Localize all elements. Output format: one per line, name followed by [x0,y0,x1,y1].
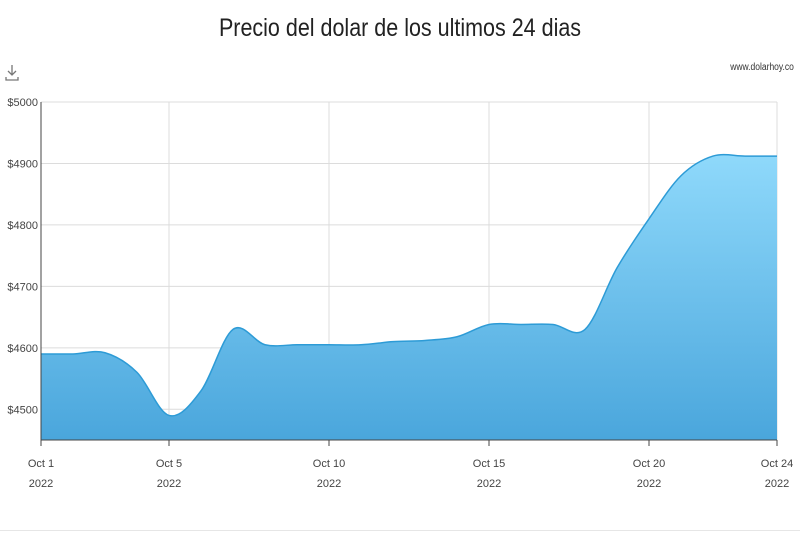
y-tick-label: $4600 [7,343,38,355]
y-tick-label: $4700 [7,281,38,293]
x-tick-label: Oct 1 [28,458,54,470]
x-tick-year: 2022 [317,478,341,490]
data-point [135,370,139,374]
y-tick-label: $5000 [7,97,38,109]
x-tick-label: Oct 15 [473,458,505,470]
x-tick-year: 2022 [157,478,181,490]
data-point [679,174,683,178]
x-tick-year: 2022 [477,478,501,490]
data-point [519,322,523,326]
data-point [295,343,299,347]
x-tick-year: 2022 [765,478,789,490]
x-tick-label: Oct 5 [156,458,182,470]
y-tick-label: $4500 [7,404,38,416]
data-point [423,338,427,342]
data-point [199,389,203,393]
x-tick-year: 2022 [637,478,661,490]
x-tick-label: Oct 20 [633,458,665,470]
x-tick-label: Oct 24 [761,458,793,470]
x-tick-label: Oct 10 [313,458,345,470]
data-point [583,327,587,331]
data-point [103,351,107,355]
data-point [167,413,171,417]
series-line [40,153,777,417]
data-point [487,322,491,326]
y-tick-label: $4800 [7,220,38,232]
data-point [743,154,747,158]
data-point [455,335,459,339]
chart-title: Precio del dolar de los ultimos 24 dias [218,14,582,42]
area-fill [41,154,777,441]
data-point [359,343,363,347]
data-point [551,322,555,326]
bottom-divider [0,530,800,531]
x-tick-year: 2022 [29,478,53,490]
data-point [263,343,267,347]
y-tick-label: $4900 [7,158,38,170]
data-point [39,352,43,356]
data-point [71,352,75,356]
data-point [391,340,395,344]
download-icon[interactable] [4,64,20,82]
data-point [775,154,779,158]
data-point [647,217,651,221]
data-point [711,154,715,158]
data-point [231,327,235,331]
data-point [327,343,331,347]
data-point [615,266,619,270]
source-label: www.dolarhoy.co [730,62,794,73]
